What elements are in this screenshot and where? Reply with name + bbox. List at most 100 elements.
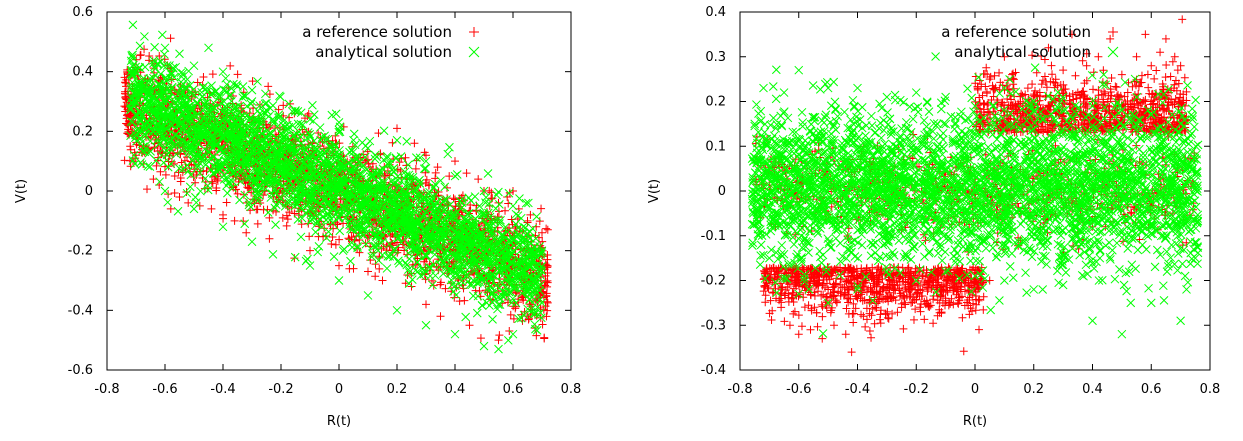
data-point-analytical — [356, 214, 365, 223]
data-point-analytical — [421, 164, 431, 173]
data-point-analytical — [384, 208, 393, 217]
data-point-analytical — [531, 234, 541, 243]
data-point-analytical — [376, 168, 386, 178]
data-point-analytical — [315, 123, 325, 132]
data-point-analytical — [484, 221, 494, 231]
data-point-analytical — [537, 298, 546, 308]
data-point-analytical — [150, 70, 160, 80]
data-point-analytical — [269, 176, 279, 186]
data-point-analytical — [345, 208, 355, 218]
data-point-analytical — [475, 231, 485, 241]
data-point-reference — [349, 264, 358, 273]
data-point-analytical — [439, 195, 449, 205]
data-point-analytical — [533, 262, 542, 272]
data-point-analytical — [372, 206, 381, 215]
data-point-analytical — [183, 109, 193, 119]
data-point-analytical — [532, 212, 541, 221]
data-point-analytical — [261, 131, 271, 141]
data-point-reference — [344, 234, 353, 243]
data-point-analytical — [168, 63, 178, 73]
data-point-reference — [421, 275, 430, 284]
data-point-reference — [207, 177, 216, 186]
data-point-analytical — [140, 32, 149, 41]
data-point-analytical — [404, 279, 414, 288]
data-point-analytical — [482, 298, 492, 308]
data-point-analytical — [128, 117, 138, 127]
data-point-reference — [465, 321, 474, 330]
data-point-analytical — [130, 159, 140, 169]
data-point-reference — [509, 187, 517, 195]
data-point-reference — [339, 122, 348, 131]
data-point-reference — [170, 171, 179, 180]
data-point-analytical — [287, 107, 297, 116]
data-point-analytical — [527, 275, 537, 285]
data-point-reference — [143, 185, 152, 194]
data-point-analytical — [266, 193, 276, 202]
data-point-analytical — [161, 73, 171, 82]
data-point-analytical — [262, 98, 271, 108]
data-point-analytical — [322, 233, 331, 243]
data-point-analytical — [442, 253, 451, 263]
data-point-analytical — [353, 243, 362, 253]
data-point-analytical — [413, 258, 422, 268]
data-point-analytical — [312, 219, 321, 229]
data-point-reference — [378, 276, 387, 285]
data-point-analytical — [308, 187, 317, 197]
data-point-analytical — [421, 194, 431, 204]
data-point-analytical — [473, 291, 483, 301]
data-point-analytical — [373, 215, 382, 225]
data-point-analytical — [348, 147, 358, 157]
data-point-analytical — [254, 182, 264, 192]
data-point-reference — [219, 210, 227, 219]
data-point-analytical — [369, 191, 379, 200]
data-point-analytical — [438, 269, 448, 279]
data-point-reference — [375, 252, 384, 261]
data-point-analytical — [128, 20, 138, 30]
data-point-analytical — [327, 110, 337, 120]
data-point-analytical — [366, 172, 375, 181]
data-point-analytical — [361, 199, 370, 209]
data-point-analytical — [389, 245, 398, 255]
data-point-analytical — [443, 149, 453, 159]
data-point-analytical — [468, 259, 478, 269]
data-point-reference — [538, 320, 547, 329]
data-point-analytical — [244, 138, 254, 148]
data-point-analytical — [391, 153, 401, 163]
data-point-analytical — [481, 198, 490, 207]
data-point-analytical — [504, 287, 514, 297]
data-point-analytical — [461, 214, 471, 224]
data-point-reference — [126, 162, 135, 171]
data-point-reference — [364, 267, 372, 276]
data-point-analytical — [317, 192, 326, 202]
data-point-analytical — [486, 229, 496, 239]
data-point-reference — [120, 156, 129, 165]
data-point-analytical — [200, 144, 210, 154]
data-point-analytical — [362, 165, 372, 175]
data-point-analytical — [255, 101, 264, 110]
data-point-analytical — [525, 295, 534, 305]
data-point-analytical — [401, 201, 411, 211]
data-point-analytical — [137, 160, 147, 169]
data-point-reference — [422, 300, 430, 309]
data-point-reference — [445, 172, 454, 181]
data-point-analytical — [404, 248, 413, 258]
data-point-analytical — [418, 205, 427, 214]
data-point-reference — [283, 215, 292, 224]
data-point-analytical — [271, 200, 281, 210]
data-point-reference — [233, 70, 242, 79]
data-point-analytical — [269, 136, 278, 146]
data-point-reference — [361, 158, 370, 167]
data-point-analytical — [149, 93, 159, 102]
data-point-analytical — [454, 251, 464, 261]
data-point-reference — [411, 164, 420, 173]
data-point-analytical — [139, 74, 148, 83]
data-point-analytical — [449, 287, 458, 296]
data-point-analytical — [236, 177, 246, 186]
data-point-analytical — [516, 267, 526, 277]
data-point-reference — [253, 219, 262, 228]
data-point-analytical — [335, 153, 345, 163]
data-point-analytical — [294, 127, 304, 136]
data-point-reference — [242, 228, 251, 237]
data-point-analytical — [214, 125, 224, 135]
data-point-analytical — [145, 162, 155, 171]
